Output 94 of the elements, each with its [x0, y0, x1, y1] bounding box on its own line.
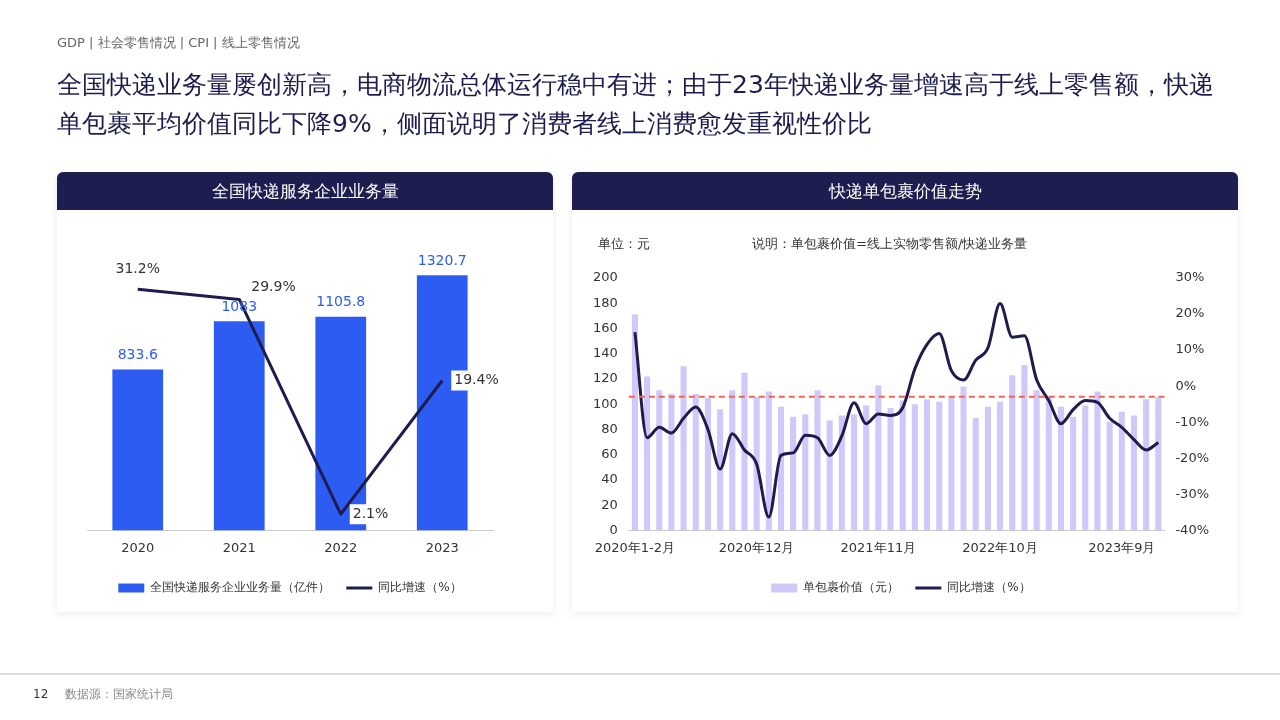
- bar: [863, 405, 870, 531]
- bar: [875, 385, 882, 531]
- y-tick-label: 80: [601, 420, 618, 436]
- bar: [838, 415, 845, 531]
- bar: [972, 418, 979, 531]
- chart-title: 快递单包裹价值走势: [572, 172, 1238, 210]
- bar: [1045, 396, 1052, 531]
- y-tick-label: 60: [601, 446, 618, 462]
- y2-tick-label: 30%: [1175, 269, 1205, 285]
- bar: [112, 369, 164, 531]
- x-tick-label: 2022年10月: [962, 539, 1038, 555]
- bar: [814, 390, 821, 531]
- bar: [631, 314, 638, 531]
- bar: [1021, 365, 1028, 531]
- text: GDP | 社会零售情况 | CPI | 线上零售情况: [57, 35, 301, 52]
- y-tick-label: 120: [592, 370, 618, 386]
- bar: [960, 386, 967, 531]
- x-tick-label: 2021年11月: [840, 539, 917, 555]
- bar: [911, 404, 918, 531]
- x-tick-label: 2023年9月: [1088, 539, 1156, 555]
- data-label: 31.2%: [115, 260, 160, 276]
- bar: [777, 406, 785, 531]
- bar: [936, 401, 943, 531]
- x-tick-label: 2020: [121, 539, 155, 555]
- bar: [1106, 421, 1113, 531]
- bar: [1143, 399, 1150, 531]
- bar: [802, 414, 809, 531]
- bar: [717, 409, 724, 531]
- bar: [680, 366, 687, 531]
- data-label: 2.1%: [352, 504, 389, 521]
- bar: [1033, 390, 1040, 531]
- y2-tick-label: 10%: [1175, 341, 1205, 357]
- y-tick-label: 100: [592, 395, 618, 411]
- data-label: 1320.7: [417, 251, 467, 268]
- bar: [753, 396, 760, 531]
- bar: [924, 399, 931, 531]
- bar: [1094, 391, 1101, 531]
- bar: [790, 416, 797, 531]
- y2-tick-label: -30%: [1175, 485, 1210, 501]
- y-tick-label: 140: [592, 345, 618, 361]
- chart-title: 全国快递服务企业业务量: [57, 172, 553, 210]
- bar: [668, 394, 675, 531]
- x-tick-label: 2020年1-2月: [594, 539, 676, 555]
- x-tick-label: 2021: [222, 539, 256, 555]
- bar: [1130, 415, 1138, 531]
- data-label: 833.6: [117, 346, 158, 363]
- bar: [984, 406, 991, 531]
- y2-tick-label: -40%: [1175, 521, 1210, 537]
- text: 单位：元: [598, 236, 651, 253]
- bar: [1155, 396, 1162, 531]
- bar: [850, 414, 858, 531]
- data-label: 19.4%: [454, 371, 499, 388]
- data-label: 29.9%: [251, 278, 296, 295]
- legend-label: 全国快递服务企业业务量（亿件）: [150, 580, 331, 595]
- bar: [1057, 406, 1064, 531]
- bar: [741, 372, 748, 531]
- x-tick-label: 2020年12月: [718, 539, 795, 555]
- text: 数据源：国家统计局: [65, 687, 174, 703]
- y-tick-label: 40: [601, 471, 618, 487]
- legend-label: 同比增速（%）: [947, 580, 1031, 595]
- data-label: 1105.8: [316, 293, 366, 310]
- text: 12: [33, 687, 50, 703]
- bar: [887, 407, 894, 531]
- y2-tick-label: -10%: [1175, 413, 1210, 429]
- bar: [1070, 416, 1077, 531]
- legend-label: 同比增速（%）: [378, 580, 462, 595]
- y-tick-label: 160: [592, 319, 618, 335]
- bar: [765, 391, 772, 531]
- y2-tick-label: 0%: [1175, 377, 1197, 393]
- text: 全国快递业务量屡创新高，电商物流总体运行稳中有进；由于23年快递业务量增速高于线上零售额，快递单包裹平均价值同比下降9%，侧面说明了消费者线上消费愈发重视性价比: [57, 69, 1215, 140]
- line-series: [633, 302, 1160, 519]
- bar: [1009, 375, 1016, 531]
- y2-tick-label: 20%: [1175, 305, 1205, 321]
- y-tick-label: 180: [592, 294, 618, 310]
- bar: [644, 376, 651, 531]
- bar: [899, 400, 906, 531]
- y-tick-label: 200: [592, 269, 618, 285]
- bar: [948, 396, 955, 531]
- y-tick-label: 0: [609, 521, 618, 537]
- text: 说明：单包裹价值=线上实物零售额/快递业务量: [752, 236, 1029, 253]
- bar: [729, 390, 736, 531]
- y2-tick-label: -20%: [1175, 449, 1210, 465]
- bar: [656, 390, 663, 531]
- bar: [1118, 411, 1125, 531]
- x-tick-label: 2022: [324, 539, 358, 555]
- y-tick-label: 20: [601, 496, 618, 512]
- bar: [704, 397, 711, 531]
- bar: [213, 321, 265, 531]
- bar: [997, 401, 1004, 531]
- bar: [826, 420, 833, 531]
- bar: [692, 394, 699, 531]
- bar: [1082, 405, 1089, 531]
- x-tick-label: 2023: [425, 539, 459, 555]
- legend-label: 单包裹价值（元）: [803, 580, 900, 595]
